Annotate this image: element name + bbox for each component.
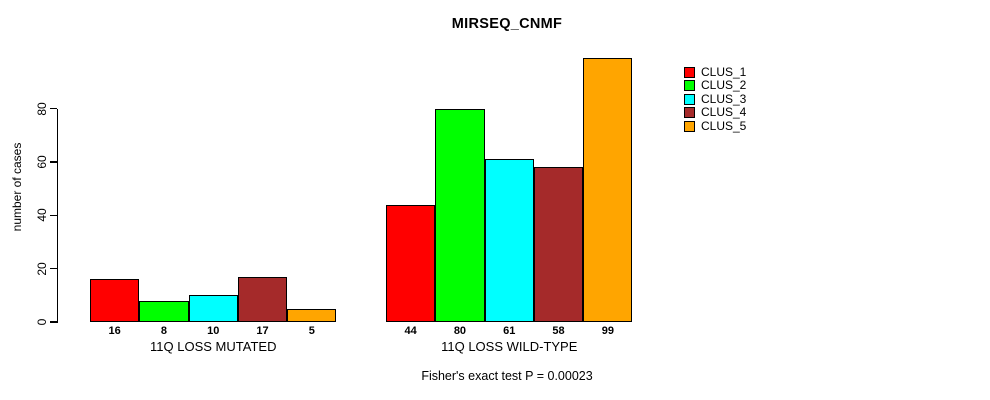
legend-swatch-CLUS_2	[684, 80, 695, 92]
bar-CLUS_3	[188, 295, 238, 322]
y-tick-label: 60	[35, 155, 49, 169]
y-axis-title: number of cases	[10, 142, 24, 232]
legend-swatch-CLUS_4	[684, 107, 695, 119]
y-tick-label: 80	[35, 101, 49, 116]
y-axis-line	[56, 108, 58, 324]
bar-value-label: 80	[453, 325, 467, 337]
bar-value-label: 44	[404, 325, 417, 337]
legend-swatch-CLUS_5	[684, 120, 695, 132]
y-tick	[49, 267, 57, 270]
bar-CLUS_4	[237, 277, 288, 322]
legend-swatch-CLUS_3	[684, 93, 695, 105]
legend-row: CLUS_1	[684, 66, 746, 79]
legend-row: CLUS_4	[684, 106, 746, 119]
bar-value-label: 10	[207, 325, 220, 337]
legend-label: CLUS_3	[701, 91, 747, 106]
bar-CLUS_1	[386, 205, 436, 322]
bar-value-label: 17	[256, 325, 269, 337]
group-label: 11Q LOSS WILD-TYPE	[441, 339, 578, 354]
bar-CLUS_1	[90, 279, 140, 322]
legend-label: CLUS_5	[701, 118, 747, 133]
bar-value-label: 58	[552, 325, 565, 337]
bar-value-label: 61	[503, 325, 516, 337]
fisher-test-annotation: Fisher's exact test P = 0.00023	[421, 369, 593, 383]
y-tick	[49, 214, 57, 217]
chart-title: MIRSEQ_CNMF	[451, 16, 563, 32]
legend-row: CLUS_5	[684, 118, 747, 133]
legend-label: CLUS_4	[701, 105, 747, 120]
bar-CLUS_5	[287, 309, 337, 322]
y-tick	[49, 161, 57, 163]
y-tick	[49, 321, 57, 323]
y-tick-label: 20	[35, 261, 49, 276]
legend: CLUS_1 CLUS_2 CLUS_3 CLUS_4 CLUS_5	[684, 66, 746, 133]
bar-CLUS_5	[583, 58, 633, 322]
bar-value-label: 5	[308, 325, 315, 337]
legend-label: CLUS_2	[701, 78, 747, 93]
bar-CLUS_2	[139, 301, 189, 322]
y-tick-label: 40	[35, 208, 49, 222]
y-tick	[49, 107, 57, 110]
legend-swatch-CLUS_1	[684, 67, 695, 78]
y-tick-label: 0	[35, 318, 49, 326]
bar-CLUS_3	[484, 159, 534, 322]
bar-value-label: 16	[108, 325, 121, 337]
bar-CLUS_4	[533, 167, 584, 322]
legend-row: CLUS_3	[684, 91, 747, 106]
legend-label: CLUS_1	[701, 65, 747, 79]
legend-row: CLUS_2	[684, 79, 746, 92]
bar-value-label: 99	[601, 325, 614, 337]
bar-CLUS_2	[435, 109, 485, 322]
bar-value-label: 8	[160, 325, 167, 337]
group-label: 11Q LOSS MUTATED	[150, 339, 277, 354]
